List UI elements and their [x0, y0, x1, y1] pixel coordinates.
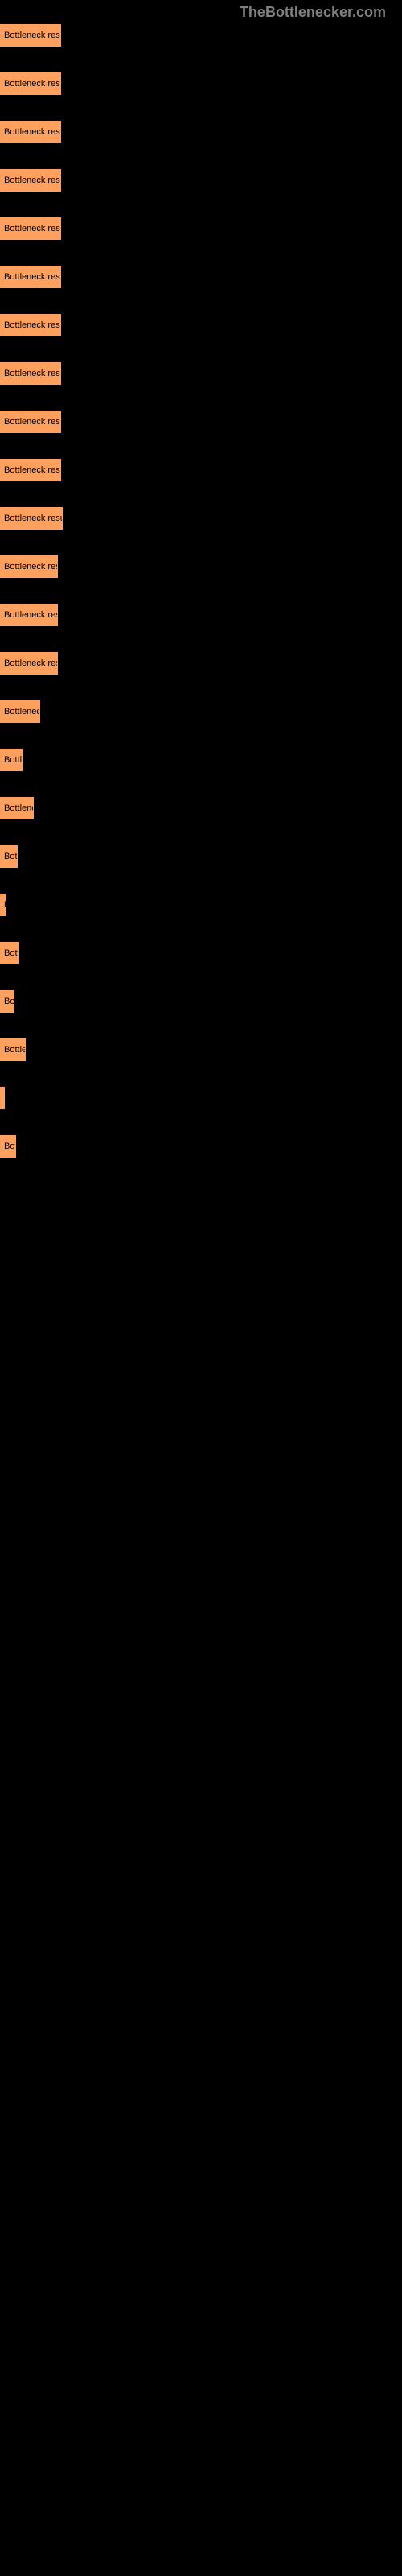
chart-bar: Bottleneck result [0, 217, 61, 240]
bar-row: Bottleneck [0, 942, 402, 966]
bar-label: Bottleneck [4, 948, 18, 958]
chart-bar: Bottleneck [0, 1038, 26, 1061]
watermark-text: TheBottlenecker.com [240, 4, 386, 21]
bar-label: Bottleneck result [4, 320, 60, 330]
chart-bar: Bottleneck result [0, 121, 61, 143]
chart-bar: Bottleneck result [0, 362, 61, 385]
bar-label: Bottleneck [4, 852, 17, 861]
chart-bar: Bottleneck result [0, 555, 58, 578]
chart-bar: Bottleneck result [0, 604, 58, 626]
chart-bar: Bottleneck [0, 1135, 16, 1158]
bar-label: Bottleneck result [4, 514, 62, 523]
bar-label: Bottleneck result [4, 417, 60, 427]
bar-label: Bottleneck result [4, 562, 57, 572]
bar-row: Bottleneck [0, 749, 402, 773]
chart-bar: Bot [0, 990, 14, 1013]
bar-label: Bot [4, 997, 14, 1006]
chart-bar [0, 1087, 5, 1109]
bar-row: Bottleneck result [0, 217, 402, 242]
bar-row: Bottleneck result [0, 72, 402, 97]
bar-row: Bottleneck result [0, 266, 402, 290]
chart-bar: Bottleneck result [0, 459, 61, 481]
bar-row: Bottleneck [0, 1038, 402, 1063]
bar-row: Bottleneck result [0, 507, 402, 531]
bar-row: Bottleneck result [0, 555, 402, 580]
bar-label: B [4, 900, 6, 910]
chart-bar: Bottleneck [0, 749, 23, 771]
bar-label: Bottleneck [4, 1045, 25, 1055]
bar-label: Bottleneck result [4, 224, 60, 233]
chart-bar: Bottleneck result [0, 411, 61, 433]
chart-bar: Bottleneck [0, 797, 34, 819]
bar-label: Bottleneck result [4, 272, 60, 282]
bar-row: Bottleneck result [0, 314, 402, 338]
bar-row: Bottleneck result [0, 459, 402, 483]
bar-row: Bottleneck result [0, 24, 402, 48]
chart-bar: Bottleneck [0, 700, 40, 723]
chart-bar: B [0, 894, 6, 916]
bar-row: Bottleneck result [0, 652, 402, 676]
bar-label: Bottleneck result [4, 127, 60, 137]
bar-row: Bottleneck [0, 797, 402, 821]
bar-row: Bottleneck [0, 1135, 402, 1159]
bar-label: Bottleneck [4, 707, 39, 716]
bar-label: Bottleneck [4, 755, 22, 765]
bar-row: Bottleneck result [0, 169, 402, 193]
bar-label: Bottleneck [4, 803, 33, 813]
bar-label: Bottleneck result [4, 610, 57, 620]
chart-bar: Bottleneck [0, 942, 19, 964]
bar-label: Bottleneck [4, 1141, 15, 1151]
chart-bar: Bottleneck result [0, 507, 63, 530]
bar-label: Bottleneck result [4, 658, 57, 668]
bar-row: Bottleneck result [0, 362, 402, 386]
bar-row: Bottleneck [0, 845, 402, 869]
chart-bar: Bottleneck result [0, 72, 61, 95]
chart-bar: Bottleneck result [0, 266, 61, 288]
chart-container: Bottleneck result Bottleneck result Bottle… [0, 0, 402, 1159]
chart-bar: Bottleneck [0, 845, 18, 868]
bar-label: Bottleneck result [4, 31, 60, 40]
bar-label: Bottleneck result [4, 175, 60, 185]
bar-label: Bottleneck result [4, 79, 60, 89]
bar-row [0, 1087, 402, 1111]
chart-bar: Bottleneck result [0, 314, 61, 336]
bar-row: Bottleneck result [0, 411, 402, 435]
chart-bar: Bottleneck result [0, 169, 61, 192]
bar-row: Bottleneck result [0, 604, 402, 628]
bar-label: Bottleneck result [4, 465, 60, 475]
bar-row: Bot [0, 990, 402, 1014]
bar-row: Bottleneck result [0, 121, 402, 145]
bar-row: B [0, 894, 402, 918]
bar-row: Bottleneck [0, 700, 402, 724]
bar-label: Bottleneck result [4, 369, 60, 378]
chart-bar: Bottleneck result [0, 652, 58, 675]
chart-bar: Bottleneck result [0, 24, 61, 47]
